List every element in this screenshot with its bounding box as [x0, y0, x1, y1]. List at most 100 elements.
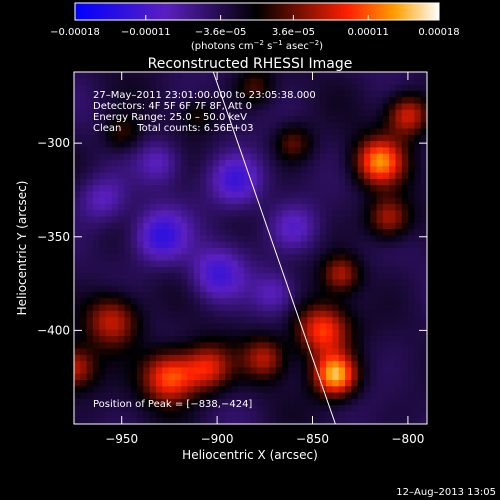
heatmap-cell [111, 373, 119, 381]
heatmap-cell [357, 122, 365, 130]
heatmap-cell [395, 241, 403, 249]
heatmap-cell [200, 210, 207, 218]
heatmap-cell [414, 229, 422, 237]
heatmap-cell [351, 323, 359, 331]
heatmap-cell [376, 185, 384, 193]
heatmap-cell [389, 109, 397, 117]
heatmap-cell [319, 128, 327, 136]
heatmap-cell [99, 229, 107, 237]
heatmap-cell [294, 398, 302, 406]
heatmap-cell [225, 235, 233, 243]
heatmap-cell [212, 109, 220, 117]
heatmap-cell [414, 210, 422, 218]
heatmap-cell [92, 392, 100, 400]
heatmap-cell [80, 292, 88, 299]
heatmap-cell [92, 210, 100, 218]
heatmap-cell [307, 354, 315, 362]
heatmap-cell [212, 197, 220, 205]
heatmap-cell [326, 361, 334, 369]
heatmap-cell [300, 172, 308, 180]
heatmap-cell [294, 310, 302, 318]
heatmap-cell [130, 116, 138, 123]
heatmap-cell [288, 229, 296, 237]
heatmap-cell [282, 128, 289, 136]
heatmap-cell [74, 392, 81, 400]
heatmap-cell [105, 178, 113, 186]
heatmap-cell [269, 310, 277, 318]
heatmap-cell [395, 109, 403, 117]
heatmap-cell [162, 254, 170, 262]
heatmap-cell [174, 285, 182, 293]
heatmap-cell [307, 153, 315, 161]
heatmap-cell [231, 329, 239, 337]
heatmap-cell [74, 134, 81, 142]
heatmap-cell [319, 380, 327, 387]
heatmap-cell [137, 216, 144, 224]
heatmap-cell [143, 417, 151, 424]
heatmap-cell [181, 172, 189, 180]
heatmap-cell [288, 147, 296, 155]
heatmap-cell [357, 134, 365, 142]
heatmap-cell [86, 367, 94, 375]
heatmap-cell [193, 78, 201, 86]
heatmap-cell [143, 386, 151, 394]
heatmap-cell [345, 160, 352, 167]
heatmap-cell [92, 304, 100, 312]
heatmap-cell [137, 141, 144, 149]
heatmap-cell [105, 285, 113, 293]
heatmap-cell [389, 411, 397, 419]
heatmap-cell [420, 134, 427, 142]
heatmap-cell [105, 216, 113, 224]
heatmap-cell [338, 166, 346, 174]
heatmap-cell [376, 342, 384, 350]
heatmap-cell [231, 317, 239, 325]
heatmap-cell [137, 185, 144, 193]
heatmap-cell [357, 72, 365, 79]
heatmap-cell [118, 254, 126, 262]
heatmap-cell [408, 329, 415, 337]
heatmap-cell [80, 367, 88, 375]
heatmap-cell [237, 248, 245, 255]
heatmap-cell [231, 348, 239, 356]
heatmap-cell [92, 292, 100, 299]
heatmap-cell [250, 317, 258, 325]
heatmap-cell [363, 178, 371, 186]
heatmap-cell [118, 266, 126, 274]
heatmap-cell [401, 392, 409, 400]
heatmap-cell [193, 191, 201, 199]
heatmap-cell [168, 386, 176, 394]
heatmap-cell [319, 72, 327, 79]
heatmap-cell [244, 386, 252, 394]
heatmap-cell [351, 147, 359, 155]
heatmap-cell [155, 141, 163, 149]
heatmap-cell [326, 279, 334, 287]
heatmap-cell [212, 254, 220, 262]
heatmap-cell [225, 122, 233, 130]
x-axis-label: Heliocentric X (arcsec) [182, 448, 318, 462]
heatmap-cell [181, 411, 189, 419]
heatmap-cell [181, 405, 189, 413]
heatmap-cell [319, 78, 327, 86]
heatmap-cell [181, 216, 189, 224]
heatmap-cell [187, 417, 195, 424]
heatmap-cell [118, 292, 126, 299]
heatmap-cell [376, 166, 384, 174]
heatmap-cell [162, 405, 170, 413]
heatmap-cell [155, 323, 163, 331]
heatmap-cell [307, 260, 315, 268]
heatmap-cell [288, 241, 296, 249]
heatmap-cell [357, 90, 365, 98]
heatmap-cell [237, 348, 245, 356]
heatmap-cell [294, 248, 302, 255]
heatmap-cell [168, 342, 176, 350]
heatmap-cell [155, 241, 163, 249]
heatmap-cell [382, 109, 390, 117]
heatmap-cell [332, 298, 340, 306]
heatmap-cell [130, 222, 138, 230]
heatmap-cell [225, 398, 233, 406]
heatmap-cell [155, 266, 163, 274]
heatmap-cell [174, 191, 182, 199]
heatmap-cell [338, 141, 346, 149]
heatmap-cell [263, 417, 271, 424]
heatmap-cell [351, 172, 359, 180]
